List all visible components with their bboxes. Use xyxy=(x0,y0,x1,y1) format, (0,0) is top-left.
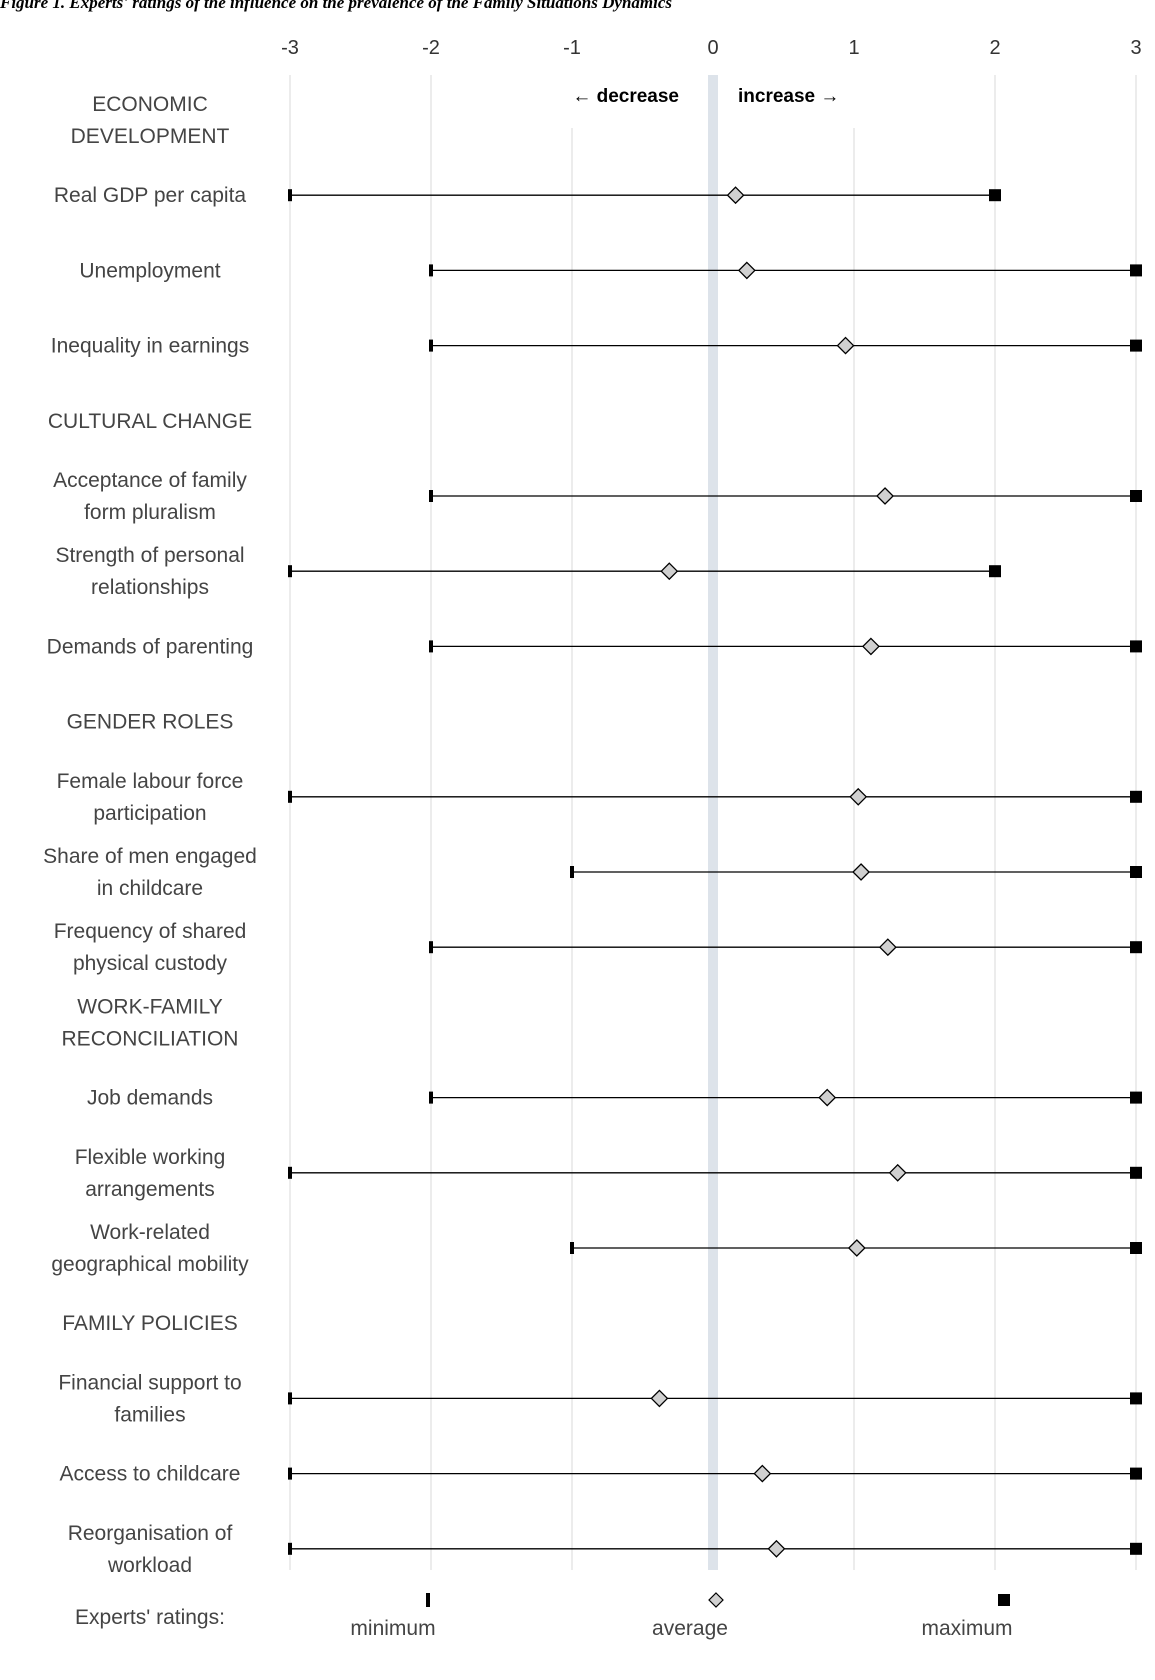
tick-label: 0 xyxy=(707,37,718,59)
tick-label: 3 xyxy=(1130,37,1141,59)
row-label: Frequency of shared xyxy=(54,920,247,943)
section-header: CULTURAL CHANGE xyxy=(48,410,252,433)
tick-labels: -3 -2 -1 0 1 2 3 xyxy=(281,37,1141,59)
row-label: Female labour force xyxy=(57,770,244,793)
average-marker xyxy=(726,186,745,205)
average-marker xyxy=(847,1239,866,1257)
average-marker xyxy=(753,1464,772,1483)
row-label: relationships xyxy=(91,576,209,599)
section-header: RECONCILIATION xyxy=(62,1027,239,1050)
average-marker xyxy=(836,336,855,355)
row-label: workload xyxy=(107,1554,192,1577)
min-marker xyxy=(429,941,433,954)
min-marker xyxy=(429,640,433,653)
average-marker xyxy=(737,261,756,280)
tick-label: -3 xyxy=(281,37,299,59)
average-marker xyxy=(878,938,897,957)
section-header: FAMILY POLICIES xyxy=(62,1312,237,1335)
legend-max-marker xyxy=(998,1594,1010,1606)
min-marker xyxy=(288,189,292,202)
section-header: ECONOMIC xyxy=(92,93,208,116)
average-marker xyxy=(849,787,868,806)
min-marker xyxy=(288,1166,292,1179)
max-marker xyxy=(1130,1392,1142,1405)
tick-label: 2 xyxy=(989,37,1000,59)
max-marker xyxy=(989,565,1001,578)
average-marker xyxy=(862,637,880,656)
figure-caption: Figure 1. Experts' ratings of the influe… xyxy=(0,0,672,12)
max-marker xyxy=(1130,1166,1142,1179)
decrease-label: ← decrease xyxy=(572,86,679,107)
row-label: Unemployment xyxy=(79,259,220,282)
average-marker xyxy=(888,1163,907,1182)
average-marker xyxy=(852,863,870,881)
min-marker xyxy=(429,1091,433,1104)
min-marker xyxy=(288,1467,292,1480)
min-marker xyxy=(288,1392,292,1405)
min-marker xyxy=(570,866,574,878)
max-marker xyxy=(1130,1091,1142,1104)
row-label: participation xyxy=(93,802,206,825)
max-marker xyxy=(1130,640,1142,653)
row-label: arrangements xyxy=(85,1178,215,1201)
max-marker xyxy=(1130,1542,1142,1555)
row-label: form pluralism xyxy=(84,501,216,524)
row-label: Job demands xyxy=(87,1087,213,1110)
legend-title: Experts' ratings: xyxy=(75,1606,225,1629)
min-marker xyxy=(429,490,433,502)
max-marker xyxy=(989,189,1001,202)
max-marker xyxy=(1130,866,1142,878)
row-label: Real GDP per capita xyxy=(54,184,247,207)
chart-rows: ECONOMIC DEVELOPMENT Real GDP per capita Un… xyxy=(43,93,1142,1577)
max-marker xyxy=(1130,339,1142,352)
tick-label: -2 xyxy=(422,37,440,59)
tick-label: 1 xyxy=(848,37,859,59)
tick-label: -1 xyxy=(563,37,581,59)
max-marker xyxy=(1130,1467,1142,1480)
legend-min-marker xyxy=(426,1593,430,1607)
legend: Experts' ratings: minimum average maximum xyxy=(75,1592,1013,1640)
legend-label: minimum xyxy=(350,1617,435,1640)
min-marker xyxy=(288,565,292,578)
min-marker xyxy=(570,1242,574,1254)
row-label: in childcare xyxy=(97,877,203,900)
average-marker xyxy=(876,487,894,505)
min-marker xyxy=(429,339,433,352)
row-label: Work-related xyxy=(90,1221,210,1244)
section-header: GENDER ROLES xyxy=(67,711,234,734)
row-label: Flexible working xyxy=(75,1146,226,1169)
increase-label: increase → xyxy=(738,86,839,107)
row-label: Acceptance of family xyxy=(53,469,247,492)
legend-average-marker xyxy=(708,1592,724,1608)
max-marker xyxy=(1130,264,1142,277)
min-marker xyxy=(288,790,292,803)
average-marker xyxy=(660,562,679,581)
row-label: geographical mobility xyxy=(51,1253,249,1276)
zero-band xyxy=(708,75,718,1570)
row-label: physical custody xyxy=(73,952,228,975)
section-header: WORK-FAMILY xyxy=(77,995,222,1018)
row-label: Access to childcare xyxy=(60,1463,241,1486)
row-label: Share of men engaged xyxy=(43,845,257,868)
min-marker xyxy=(288,1542,292,1555)
average-marker xyxy=(767,1539,786,1558)
row-label: Demands of parenting xyxy=(47,635,254,658)
legend-label: average xyxy=(652,1617,728,1640)
row-label: Reorganisation of xyxy=(68,1522,233,1545)
average-marker xyxy=(818,1088,837,1107)
max-marker xyxy=(1130,1242,1142,1254)
max-marker xyxy=(1130,790,1142,803)
max-marker xyxy=(1130,490,1142,502)
average-marker xyxy=(650,1389,669,1408)
section-header: DEVELOPMENT xyxy=(71,125,230,148)
row-label: Inequality in earnings xyxy=(51,335,249,358)
min-marker xyxy=(429,264,433,277)
max-marker xyxy=(1130,941,1142,954)
row-label: Strength of personal xyxy=(55,544,244,567)
legend-label: maximum xyxy=(921,1617,1012,1640)
row-label: families xyxy=(114,1403,185,1426)
row-label: Financial support to xyxy=(58,1371,241,1394)
grid-layer xyxy=(289,75,1137,1570)
